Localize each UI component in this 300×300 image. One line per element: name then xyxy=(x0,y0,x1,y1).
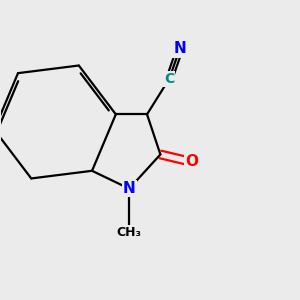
Text: N: N xyxy=(173,41,186,56)
Text: C: C xyxy=(164,72,174,86)
Text: N: N xyxy=(123,181,136,196)
Text: O: O xyxy=(185,154,198,169)
Text: CH₃: CH₃ xyxy=(117,226,142,239)
